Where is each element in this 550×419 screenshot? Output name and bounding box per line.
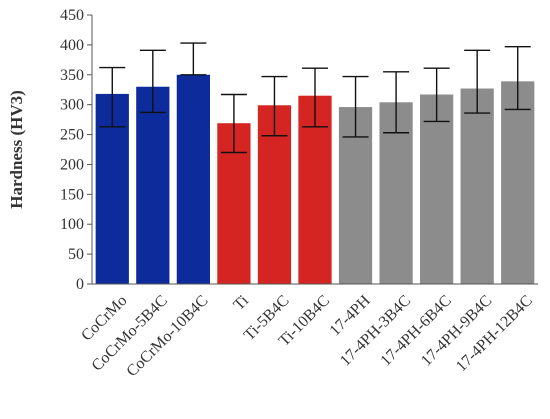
error-bar-ti: [220, 93, 247, 154]
error-bar-cocrmo: [99, 66, 126, 128]
bar-cocrmo-10b4c: [176, 74, 210, 285]
error-bar-cocrmo-5b4c: [139, 49, 166, 114]
y-axis-ticks: 0 50 100 150 200 250 300 350 400 450: [60, 7, 92, 293]
y-tick-label: 450: [60, 7, 84, 24]
x-tick-label: 17-4PH-9B4C: [418, 292, 495, 369]
y-tick-label: 400: [60, 37, 84, 54]
error-bar-cocrmo-10b4c: [180, 42, 207, 76]
y-axis-title: Hardness (HV3): [7, 90, 26, 209]
error-bar-17-4ph: [342, 75, 369, 138]
error-bar-17-4ph-9b4c: [464, 49, 491, 114]
error-bars-group: [99, 42, 531, 154]
y-tick-label: 0: [76, 276, 84, 293]
y-tick-label: 350: [60, 67, 84, 84]
bar-17-4ph-12b4c: [501, 81, 535, 284]
y-tick-label: 100: [60, 216, 84, 233]
error-bar-17-4ph-3b4c: [383, 71, 410, 134]
error-bar-17-4ph-12b4c: [504, 45, 531, 111]
bar-17-4ph-9b4c: [460, 88, 494, 284]
bar-17-4ph-6b4c: [420, 94, 454, 284]
error-bar-17-4ph-6b4c: [423, 67, 450, 123]
y-tick-label: 250: [60, 127, 84, 144]
y-tick-label: 150: [60, 186, 84, 203]
y-tick-label: 50: [68, 246, 84, 263]
bar-cocrmo-5b4c: [136, 86, 170, 284]
x-tick-label: 17-4PH-6B4C: [377, 292, 454, 369]
x-tick-label: 17-4PH-3B4C: [337, 292, 414, 369]
error-bar-ti-5b4c: [261, 75, 288, 137]
x-tick-label: Ti: [230, 292, 252, 314]
y-tick-label: 300: [60, 97, 84, 114]
y-tick-label: 200: [60, 156, 84, 173]
error-bar-ti-10b4c: [302, 67, 328, 128]
